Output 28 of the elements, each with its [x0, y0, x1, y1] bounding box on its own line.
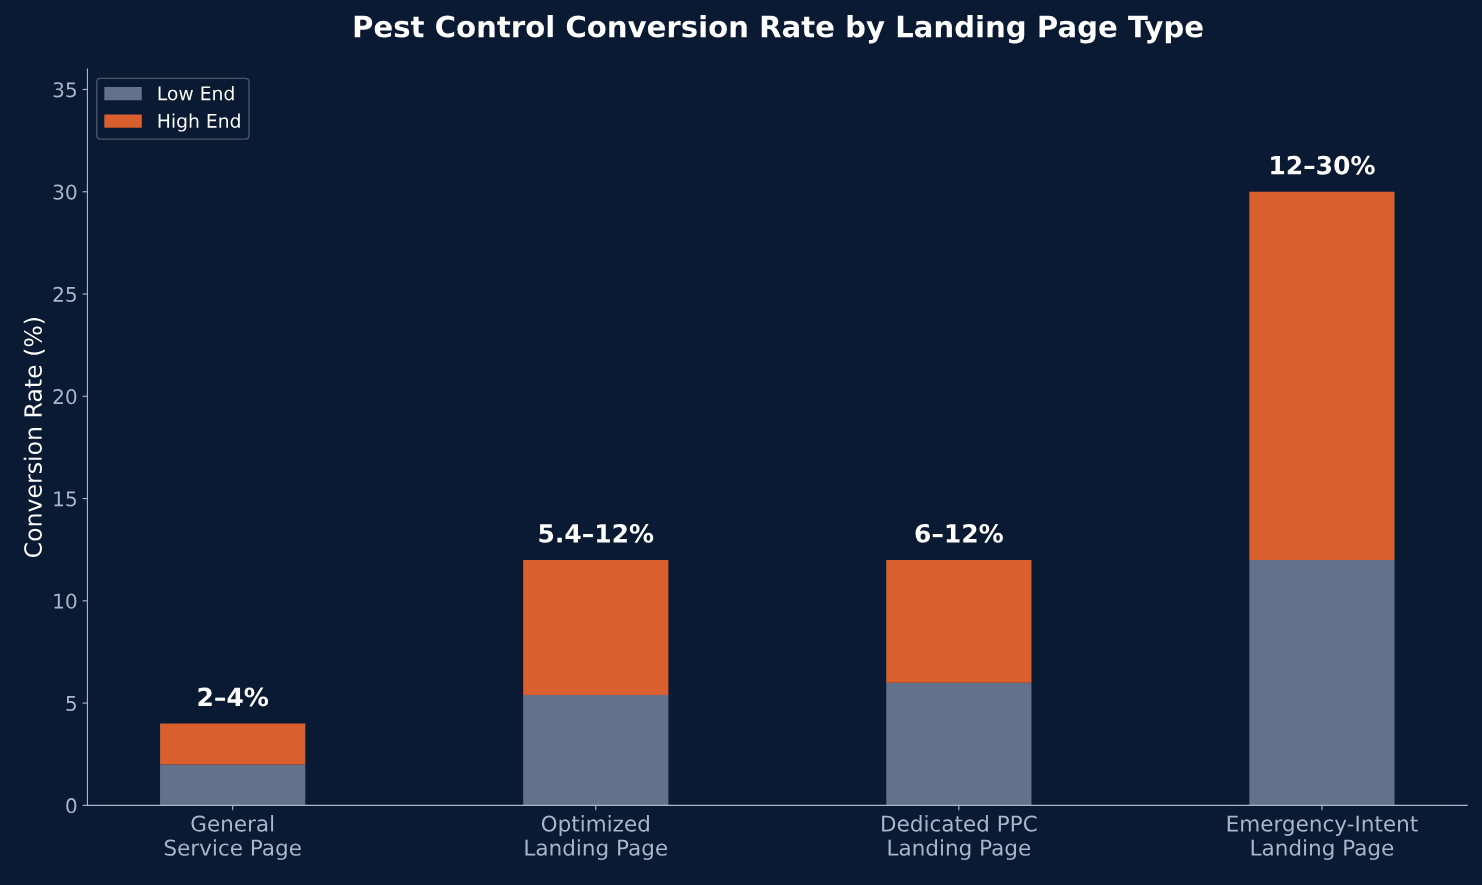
x-tick-label: Dedicated PPC Landing Page [882, 815, 1037, 861]
y-tick-label: 20 [53, 388, 77, 405]
bar [886, 559, 1032, 683]
bar [523, 694, 669, 806]
total-label: 2–4% [198, 687, 269, 707]
total-label: 6–12% [915, 523, 1003, 543]
bar [886, 682, 1032, 806]
bar [1249, 191, 1395, 560]
bar [160, 764, 306, 806]
bar [1249, 559, 1395, 806]
y-tick-label: 35 [53, 82, 76, 98]
legend-label: High End [158, 113, 240, 132]
bar [523, 559, 669, 695]
y-tick-label: 0 [66, 798, 77, 814]
y-tick-label: 30 [53, 184, 77, 200]
x-tick-label: Optimized Landing Page [525, 815, 667, 861]
y-tick-label: 25 [53, 286, 76, 302]
y-tick-label: 10 [54, 593, 77, 609]
x-tick-label: General Service Page [164, 815, 301, 861]
total-label: 12–30% [1271, 155, 1375, 175]
y-axis-title: Conversion Rate (%) [23, 318, 45, 558]
y-tick-label: 15 [54, 491, 76, 507]
chart-title: Pest Control Conversion Rate by Landing Page Type [354, 14, 1203, 44]
x-tick-label: Emergency-Intent Landing Page [1227, 815, 1418, 861]
bar [160, 723, 306, 765]
legend-label: Low End [158, 85, 234, 101]
y-tick-label: 5 [66, 696, 76, 712]
total-label: 5.4–12% [539, 523, 654, 543]
